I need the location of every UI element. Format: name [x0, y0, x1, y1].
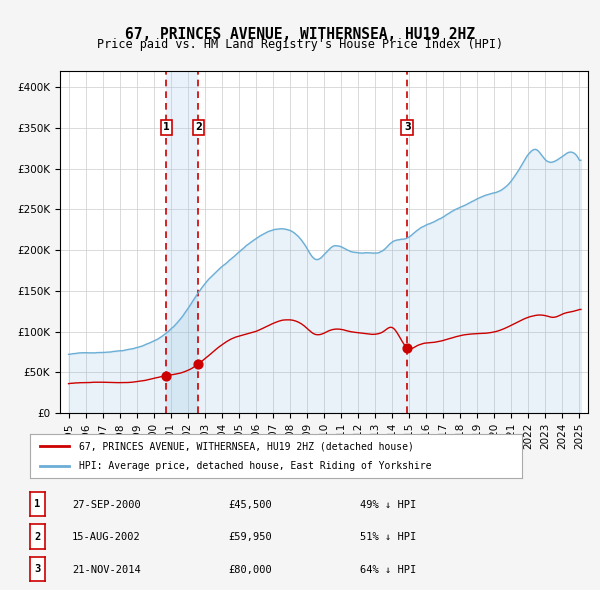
Text: 49% ↓ HPI: 49% ↓ HPI: [360, 500, 416, 510]
Text: 1: 1: [34, 499, 41, 509]
Text: 67, PRINCES AVENUE, WITHERNSEA, HU19 2HZ (detached house): 67, PRINCES AVENUE, WITHERNSEA, HU19 2HZ…: [79, 441, 414, 451]
Text: 27-SEP-2000: 27-SEP-2000: [72, 500, 141, 510]
Text: 51% ↓ HPI: 51% ↓ HPI: [360, 532, 416, 542]
Text: HPI: Average price, detached house, East Riding of Yorkshire: HPI: Average price, detached house, East…: [79, 461, 432, 470]
Text: 2: 2: [195, 122, 202, 132]
Text: £59,950: £59,950: [228, 532, 272, 542]
Text: 67, PRINCES AVENUE, WITHERNSEA, HU19 2HZ: 67, PRINCES AVENUE, WITHERNSEA, HU19 2HZ: [125, 27, 475, 41]
Point: [161, 371, 171, 381]
Text: 2: 2: [34, 532, 41, 542]
Point: [403, 343, 412, 353]
Bar: [166, 71, 199, 413]
Text: 3: 3: [34, 564, 41, 574]
Text: 3: 3: [404, 122, 410, 132]
Point: [194, 359, 203, 369]
Text: £80,000: £80,000: [228, 565, 272, 575]
Text: 21-NOV-2014: 21-NOV-2014: [72, 565, 141, 575]
Text: 1: 1: [163, 122, 170, 132]
Text: 64% ↓ HPI: 64% ↓ HPI: [360, 565, 416, 575]
Text: Price paid vs. HM Land Registry's House Price Index (HPI): Price paid vs. HM Land Registry's House …: [97, 38, 503, 51]
Text: £45,500: £45,500: [228, 500, 272, 510]
Text: 15-AUG-2002: 15-AUG-2002: [72, 532, 141, 542]
